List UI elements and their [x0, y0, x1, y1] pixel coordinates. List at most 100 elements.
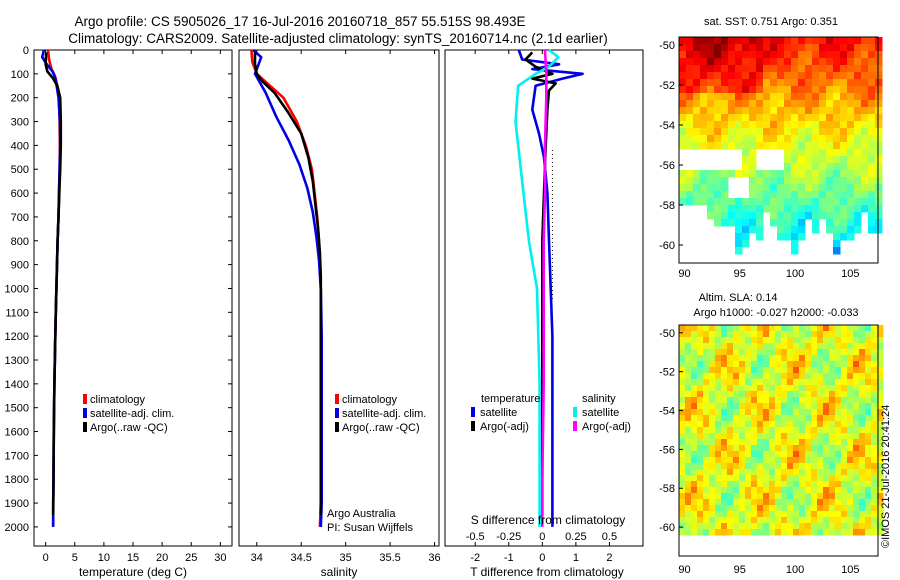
- sst-cell: [693, 135, 701, 143]
- sla-cell: [859, 517, 866, 524]
- sla-cell: [847, 487, 854, 494]
- sla-cell: [781, 511, 788, 518]
- sla-cell: [691, 385, 698, 392]
- x-tick-label: 15: [127, 552, 139, 564]
- sla-cell: [685, 325, 692, 332]
- sst-cell: [812, 44, 820, 52]
- sla-cell: [841, 475, 848, 482]
- sst-cell: [763, 65, 771, 73]
- depth-tick-label: 600: [11, 188, 29, 200]
- sst-cell: [721, 135, 729, 143]
- sla-cell: [817, 433, 824, 440]
- sst-cell: [707, 184, 715, 192]
- sst-cell: [749, 156, 757, 164]
- sla-cell: [805, 475, 812, 482]
- sla-cell: [775, 511, 782, 518]
- sst-cell: [833, 226, 841, 234]
- sst-cell: [875, 65, 883, 73]
- sst-cell: [707, 37, 715, 45]
- sst-cell: [868, 114, 876, 122]
- sst-cell: [819, 135, 827, 143]
- sla-cell: [823, 481, 830, 488]
- sst-cell: [840, 65, 848, 73]
- sla-cell: [721, 403, 728, 410]
- sla-cell: [805, 487, 812, 494]
- sst-cell: [861, 114, 869, 122]
- sla-cell: [775, 529, 782, 536]
- sst-cell: [714, 100, 722, 108]
- sla-cell: [799, 355, 806, 362]
- sst-cell: [777, 114, 785, 122]
- sla-cell: [793, 481, 800, 488]
- sst-cell: [693, 114, 701, 122]
- sst-cell: [833, 163, 841, 171]
- sst-cell: [679, 72, 687, 80]
- sst-cell: [679, 44, 687, 52]
- sla-cell: [745, 487, 752, 494]
- sla-cell: [871, 349, 878, 356]
- sla-cell: [865, 481, 872, 488]
- sla-cell: [775, 385, 782, 392]
- sst-cell: [784, 142, 792, 150]
- sla-cell: [685, 403, 692, 410]
- sla-cell: [835, 481, 842, 488]
- sst-cell: [826, 107, 834, 115]
- sst-cell: [770, 170, 778, 178]
- sla-cell: [787, 505, 794, 512]
- sla-cell: [685, 523, 692, 530]
- sla-cell: [811, 475, 818, 482]
- sst-cell: [770, 107, 778, 115]
- sla-cell: [877, 379, 884, 386]
- sst-cell: [798, 156, 806, 164]
- sla-cell: [781, 523, 788, 530]
- sst-cell: [798, 170, 806, 178]
- x-tick-label: 34: [251, 552, 263, 564]
- sst-cell: [791, 191, 799, 199]
- sla-cell: [775, 343, 782, 350]
- sst-cell: [777, 212, 785, 220]
- sla-cell: [853, 529, 860, 536]
- sla-cell: [829, 397, 836, 404]
- sla-cell: [745, 427, 752, 434]
- sla-cell: [745, 445, 752, 452]
- sla-cell: [685, 361, 692, 368]
- sst-cell: [847, 72, 855, 80]
- sla-cell: [781, 433, 788, 440]
- sla-cell: [679, 481, 686, 488]
- sst-cell: [798, 191, 806, 199]
- sst-cell: [812, 135, 820, 143]
- sla-cell: [823, 505, 830, 512]
- sst-cell: [784, 135, 792, 143]
- sla-cell: [811, 529, 818, 536]
- sla-cell: [685, 355, 692, 362]
- sla-cell: [709, 355, 716, 362]
- sst-cell: [791, 219, 799, 227]
- sla-cell: [721, 343, 728, 350]
- sst-cell: [714, 205, 722, 213]
- sla-cell: [775, 481, 782, 488]
- sla-cell: [787, 403, 794, 410]
- sla-cell: [823, 355, 830, 362]
- sla-cell: [817, 385, 824, 392]
- sst-cell: [868, 177, 876, 185]
- sst-cell: [700, 128, 708, 136]
- sla-cell: [733, 331, 740, 338]
- sst-cell: [819, 93, 827, 101]
- sla-cell: [751, 505, 758, 512]
- sst-cell: [798, 37, 806, 45]
- sst-cell: [826, 86, 834, 94]
- sla-cell: [877, 421, 884, 428]
- sst-cell: [721, 93, 729, 101]
- sla-cell: [877, 499, 884, 506]
- sla-cell: [757, 343, 764, 350]
- sla-cell: [823, 451, 830, 458]
- sst-cell: [812, 205, 820, 213]
- sla-cell: [805, 355, 812, 362]
- sla-cell: [817, 397, 824, 404]
- sla-cell: [793, 505, 800, 512]
- sst-cell: [812, 79, 820, 87]
- sla-cell: [685, 433, 692, 440]
- sla-cell: [811, 397, 818, 404]
- sla-cell: [775, 445, 782, 452]
- sla-cell: [805, 361, 812, 368]
